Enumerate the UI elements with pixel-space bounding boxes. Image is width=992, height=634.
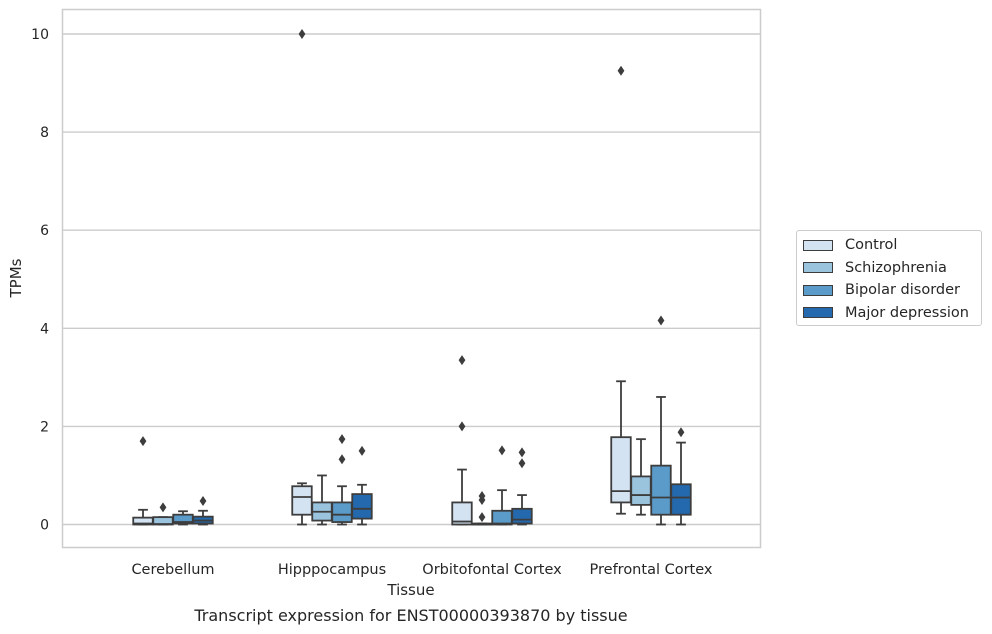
outlier-point bbox=[139, 436, 147, 447]
box-body bbox=[511, 507, 533, 525]
legend-item-schizophrenia: Schizophrenia bbox=[803, 259, 947, 277]
box-1-3 bbox=[630, 438, 652, 516]
x-tick-label-1: Hipppocampus bbox=[278, 562, 386, 578]
box-3-0 bbox=[192, 495, 214, 526]
outlier-point bbox=[498, 445, 506, 456]
box-body bbox=[670, 483, 692, 516]
box-0-1 bbox=[291, 29, 313, 526]
x-tick-label-0: Cerebellum bbox=[131, 562, 214, 578]
x-tick-label-3: Prefrontal Cortex bbox=[590, 562, 713, 578]
y-tick-label-6: 6 bbox=[40, 223, 49, 239]
outlier-point bbox=[518, 447, 526, 458]
legend-label-major-depression: Major depression bbox=[845, 304, 969, 321]
y-axis-title: TPMs bbox=[7, 258, 25, 298]
box-body bbox=[331, 501, 353, 523]
box-0-0 bbox=[132, 436, 154, 526]
outlier-point bbox=[159, 502, 167, 513]
outlier-point bbox=[617, 65, 625, 76]
outlier-point bbox=[518, 458, 526, 469]
legend-item-major-depression: Major depression bbox=[803, 304, 969, 322]
legend-label-bipolar-disorder: Bipolar disorder bbox=[845, 282, 960, 298]
y-tick-label-8: 8 bbox=[40, 125, 49, 141]
box-2-0 bbox=[172, 510, 194, 526]
box-1-2 bbox=[471, 491, 493, 526]
y-tick-labels: 0 2 4 6 8 10 bbox=[31, 27, 49, 534]
box-2-2 bbox=[491, 445, 513, 526]
x-axis-title: Tissue bbox=[386, 581, 434, 599]
box-0-3 bbox=[610, 65, 632, 515]
box-0-2 bbox=[451, 355, 473, 526]
legend-swatch-major-depression bbox=[803, 307, 833, 318]
legend-label-schizophrenia: Schizophrenia bbox=[845, 259, 947, 276]
legend-label-control: Control bbox=[845, 237, 898, 253]
box-body bbox=[491, 509, 513, 526]
box-3-1 bbox=[351, 445, 373, 526]
outlier-point bbox=[199, 495, 207, 506]
box-body bbox=[291, 485, 313, 516]
plot-frame bbox=[61, 8, 762, 549]
box-body bbox=[630, 475, 652, 506]
outlier-point bbox=[478, 491, 486, 502]
box-body bbox=[610, 436, 632, 504]
box-body bbox=[650, 464, 672, 516]
box-2-3 bbox=[650, 315, 672, 526]
y-tick-label-4: 4 bbox=[40, 321, 49, 337]
x-tick-label-2: Orbitofontal Cortex bbox=[422, 562, 562, 578]
outlier-point bbox=[458, 421, 466, 432]
x-tick-labels: Cerebellum Hipppocampus Orbitofontal Corte… bbox=[131, 562, 712, 578]
legend: Control Schizophrenia Bipolar disorder M… bbox=[796, 230, 982, 326]
outlier-point bbox=[677, 427, 685, 438]
grid-lines bbox=[62, 33, 761, 526]
legend-swatch-schizophrenia bbox=[803, 262, 833, 273]
box-groups bbox=[132, 29, 692, 526]
box-1-1 bbox=[311, 474, 333, 526]
outlier-point bbox=[338, 434, 346, 445]
y-tick-label-10: 10 bbox=[31, 27, 49, 43]
y-tick-label-2: 2 bbox=[40, 419, 49, 435]
box-3-3 bbox=[670, 427, 692, 526]
box-1-0 bbox=[152, 502, 174, 526]
outlier-point bbox=[657, 315, 665, 326]
legend-swatch-control bbox=[803, 239, 833, 251]
chart-caption: Transcript expression for ENST0000039387… bbox=[194, 606, 628, 625]
legend-item-control: Control bbox=[803, 236, 897, 254]
legend-item-bipolar-disorder: Bipolar disorder bbox=[803, 281, 960, 299]
box-body bbox=[351, 493, 373, 520]
y-tick-label-0: 0 bbox=[40, 518, 49, 534]
outlier-point bbox=[298, 29, 306, 39]
outlier-point bbox=[338, 454, 346, 465]
box-body bbox=[451, 501, 473, 526]
box-2-1 bbox=[331, 434, 353, 526]
outlier-point bbox=[358, 445, 366, 456]
box-3-2 bbox=[511, 447, 533, 526]
outlier-point bbox=[478, 512, 486, 523]
outlier-point bbox=[458, 355, 466, 366]
legend-swatch-bipolar-disorder bbox=[803, 284, 833, 296]
